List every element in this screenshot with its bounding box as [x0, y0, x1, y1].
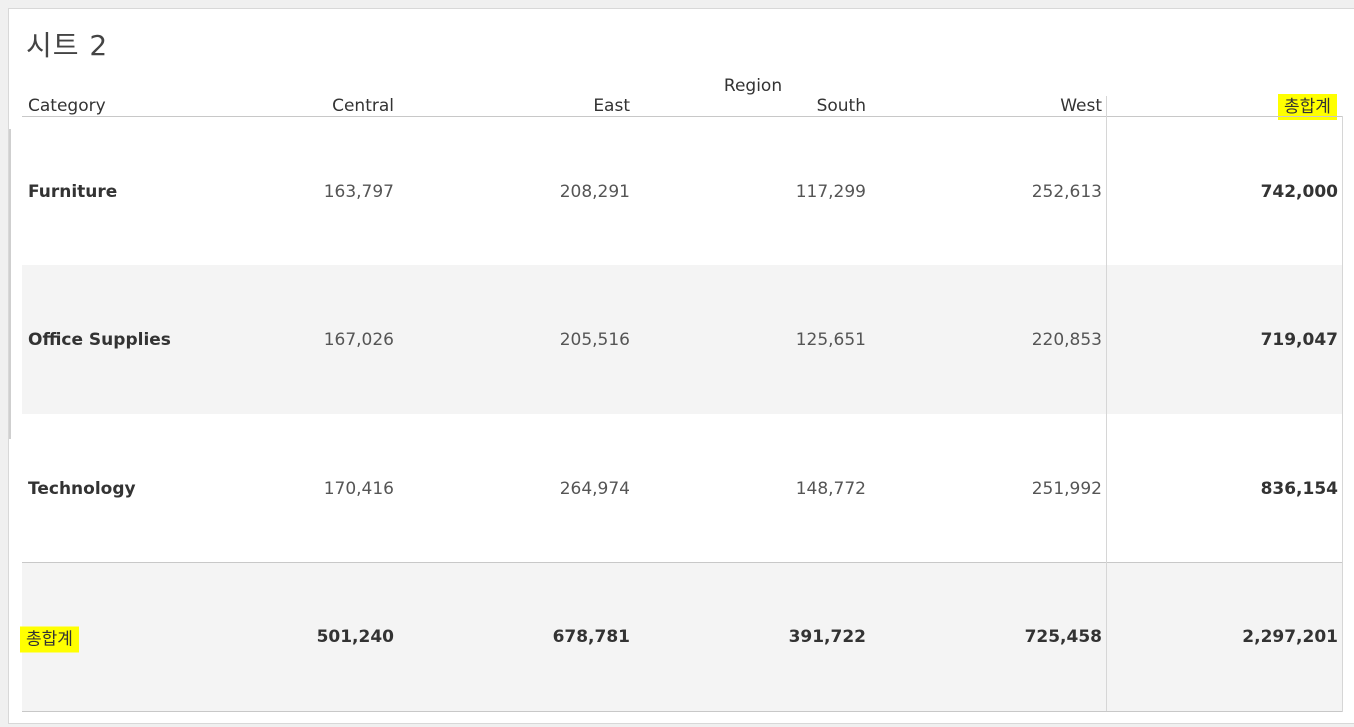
grand-total-row-label: 총합계	[20, 626, 79, 653]
grand-total-divider	[1106, 96, 1107, 712]
cell-value[interactable]: 251,992	[1031, 478, 1102, 499]
cell-value[interactable]: 205,516	[559, 329, 630, 350]
table-row: Office Supplies 167,026 205,516 125,651 …	[22, 265, 1342, 414]
cell-value[interactable]: 208,291	[559, 181, 630, 202]
table-row: Furniture 163,797 208,291 117,299 252,61…	[22, 117, 1342, 266]
column-header-central[interactable]: Central	[332, 96, 394, 116]
row-total-value[interactable]: 836,154	[1260, 478, 1338, 499]
column-header-east[interactable]: East	[593, 96, 630, 116]
table-row: Technology 170,416 264,974 148,772 251,9…	[22, 414, 1342, 563]
cell-value[interactable]: 148,772	[795, 478, 866, 499]
cell-value[interactable]: 252,613	[1031, 181, 1102, 202]
column-total-value[interactable]: 725,458	[1024, 627, 1102, 647]
grand-total-value[interactable]: 2,297,201	[1242, 627, 1338, 647]
table-right-border	[1342, 116, 1343, 712]
column-group-label[interactable]: Region	[723, 76, 783, 96]
table-bottom-border	[22, 711, 1342, 712]
left-edge-marker	[9, 129, 11, 439]
column-total-value[interactable]: 391,722	[788, 627, 866, 647]
cell-value[interactable]: 167,026	[323, 329, 394, 350]
cell-value[interactable]: 220,853	[1031, 329, 1102, 350]
cell-value[interactable]: 163,797	[323, 181, 394, 202]
row-label-office-supplies[interactable]: Office Supplies	[28, 329, 171, 350]
row-label-technology[interactable]: Technology	[28, 478, 136, 499]
row-total-value[interactable]: 742,000	[1260, 181, 1338, 202]
column-header-west[interactable]: West	[1060, 96, 1102, 116]
cell-value[interactable]: 170,416	[323, 478, 394, 499]
cell-value[interactable]: 125,651	[795, 329, 866, 350]
column-total-value[interactable]: 501,240	[316, 627, 394, 647]
sheet-title: 시트 2	[26, 29, 109, 62]
column-total-value[interactable]: 678,781	[552, 627, 630, 647]
cell-value[interactable]: 117,299	[795, 181, 866, 202]
row-header-category[interactable]: Category	[28, 96, 106, 116]
row-total-value[interactable]: 719,047	[1260, 329, 1338, 350]
grand-total-column-header[interactable]: 총합계	[1278, 92, 1337, 120]
column-header-south[interactable]: South	[816, 96, 866, 116]
cell-value[interactable]: 264,974	[559, 478, 630, 499]
row-label-furniture[interactable]: Furniture	[28, 181, 118, 202]
header-divider	[22, 116, 1342, 117]
grand-total-column-label: 총합계	[1278, 94, 1337, 120]
grand-total-row-header[interactable]: 총합계	[20, 625, 79, 653]
grand-total-row: 총합계 501,240 678,781 391,722 725,458 2,29…	[20, 562, 1342, 711]
